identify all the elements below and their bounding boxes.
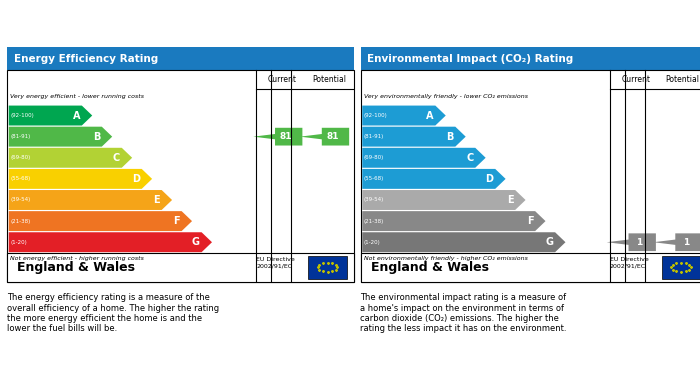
Text: Environmental Impact (CO₂) Rating: Environmental Impact (CO₂) Rating bbox=[368, 54, 574, 64]
Text: (55-68): (55-68) bbox=[10, 176, 31, 181]
Text: A: A bbox=[73, 111, 80, 120]
Text: Not environmentally friendly - higher CO₂ emissions: Not environmentally friendly - higher CO… bbox=[364, 256, 528, 261]
Polygon shape bbox=[8, 148, 132, 168]
Polygon shape bbox=[362, 106, 446, 126]
FancyBboxPatch shape bbox=[360, 70, 700, 282]
Text: F: F bbox=[527, 216, 533, 226]
Text: D: D bbox=[132, 174, 140, 184]
Text: Energy Efficiency Rating: Energy Efficiency Rating bbox=[14, 54, 158, 64]
Text: (1-20): (1-20) bbox=[10, 240, 27, 245]
Text: Not energy efficient - higher running costs: Not energy efficient - higher running co… bbox=[10, 256, 144, 261]
Polygon shape bbox=[8, 106, 92, 126]
FancyBboxPatch shape bbox=[7, 253, 354, 282]
Text: The environmental impact rating is a measure of
a home's impact on the environme: The environmental impact rating is a mea… bbox=[360, 293, 567, 334]
Polygon shape bbox=[8, 211, 192, 231]
Polygon shape bbox=[654, 233, 700, 251]
Polygon shape bbox=[8, 232, 212, 252]
Text: (39-54): (39-54) bbox=[364, 197, 384, 203]
Text: (21-38): (21-38) bbox=[364, 219, 384, 224]
FancyBboxPatch shape bbox=[7, 70, 354, 282]
FancyBboxPatch shape bbox=[309, 256, 346, 279]
FancyBboxPatch shape bbox=[662, 256, 700, 279]
Text: F: F bbox=[174, 216, 180, 226]
Text: (21-38): (21-38) bbox=[10, 219, 31, 224]
Polygon shape bbox=[362, 232, 566, 252]
FancyBboxPatch shape bbox=[7, 47, 354, 70]
Text: Potential: Potential bbox=[666, 75, 700, 84]
Polygon shape bbox=[8, 190, 172, 210]
Text: England & Wales: England & Wales bbox=[371, 261, 489, 274]
Polygon shape bbox=[362, 169, 505, 189]
Text: (81-91): (81-91) bbox=[364, 134, 384, 139]
Polygon shape bbox=[607, 233, 656, 251]
Text: (69-80): (69-80) bbox=[10, 155, 31, 160]
Polygon shape bbox=[362, 190, 526, 210]
Text: The energy efficiency rating is a measure of the
overall efficiency of a home. T: The energy efficiency rating is a measur… bbox=[7, 293, 219, 334]
Text: G: G bbox=[192, 237, 200, 247]
FancyBboxPatch shape bbox=[360, 253, 700, 282]
Text: A: A bbox=[426, 111, 433, 120]
Text: (92-100): (92-100) bbox=[10, 113, 34, 118]
Text: E: E bbox=[507, 195, 513, 205]
Text: EU Directive
2002/91/EC: EU Directive 2002/91/EC bbox=[610, 257, 649, 268]
Text: B: B bbox=[446, 132, 454, 142]
Polygon shape bbox=[362, 127, 466, 147]
Text: Potential: Potential bbox=[312, 75, 346, 84]
Polygon shape bbox=[362, 148, 486, 168]
Text: C: C bbox=[113, 153, 120, 163]
Polygon shape bbox=[300, 128, 349, 145]
Text: Very environmentally friendly - lower CO₂ emissions: Very environmentally friendly - lower CO… bbox=[364, 94, 528, 99]
Polygon shape bbox=[362, 211, 545, 231]
Text: G: G bbox=[545, 237, 554, 247]
Text: (69-80): (69-80) bbox=[364, 155, 384, 160]
Polygon shape bbox=[8, 169, 152, 189]
Text: E: E bbox=[153, 195, 160, 205]
Text: Current: Current bbox=[268, 75, 297, 84]
Text: Current: Current bbox=[622, 75, 650, 84]
Polygon shape bbox=[8, 127, 112, 147]
Text: B: B bbox=[92, 132, 100, 142]
Text: EU Directive
2002/91/EC: EU Directive 2002/91/EC bbox=[256, 257, 295, 268]
Text: (92-100): (92-100) bbox=[364, 113, 388, 118]
Text: 81: 81 bbox=[280, 132, 292, 141]
Text: 1: 1 bbox=[683, 238, 689, 247]
Text: (1-20): (1-20) bbox=[364, 240, 381, 245]
Text: (81-91): (81-91) bbox=[10, 134, 31, 139]
Text: (55-68): (55-68) bbox=[364, 176, 384, 181]
Text: D: D bbox=[486, 174, 493, 184]
Text: Very energy efficient - lower running costs: Very energy efficient - lower running co… bbox=[10, 94, 144, 99]
Text: (39-54): (39-54) bbox=[10, 197, 31, 203]
FancyBboxPatch shape bbox=[360, 47, 700, 70]
Text: 1: 1 bbox=[636, 238, 643, 247]
Text: 81: 81 bbox=[326, 132, 339, 141]
Text: England & Wales: England & Wales bbox=[18, 261, 135, 274]
Polygon shape bbox=[253, 128, 302, 145]
Text: C: C bbox=[466, 153, 473, 163]
